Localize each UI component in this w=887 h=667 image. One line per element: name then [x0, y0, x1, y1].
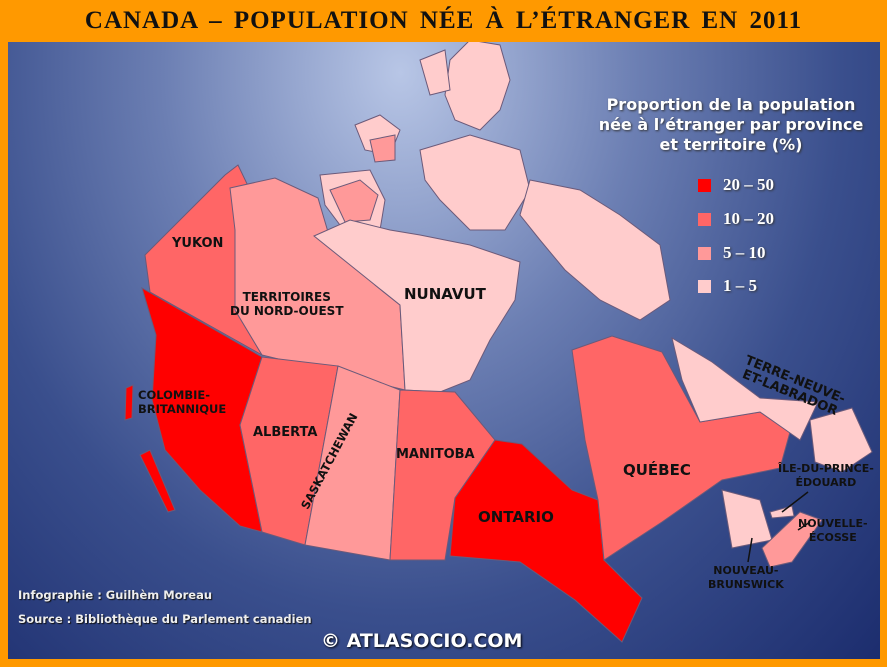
legend-item: 5 – 10 [698, 243, 766, 263]
leader-line [797, 521, 811, 531]
label-line: BRUNSWICK [708, 578, 784, 591]
legend-swatch [698, 279, 711, 293]
leader-line [781, 491, 809, 513]
region-nunavut [313, 219, 521, 393]
legend-title: Proportion de la population née à l’étra… [586, 95, 876, 155]
leader-line [747, 537, 753, 563]
legend-item: 20 – 50 [698, 175, 774, 195]
region-nb [721, 489, 773, 549]
legend-label: 10 – 20 [723, 209, 774, 228]
legend-swatch [698, 246, 711, 260]
region-quebec [571, 335, 791, 561]
label-quebec: QUÉBEC [623, 461, 691, 479]
region-nwt-islands [369, 134, 396, 163]
region-nl-island [809, 407, 873, 473]
legend-title-line: née à l’étranger par province [598, 115, 864, 134]
region-nunavut-islands [419, 134, 531, 231]
legend-swatch [698, 212, 711, 226]
label-manitoba: MANITOBA [396, 447, 475, 462]
label-line: ÉCOSSE [808, 531, 857, 544]
region-nwt-islands [329, 179, 379, 223]
copyright: © ATLASOCIO.COM [321, 630, 523, 652]
label-pei: ÎLE-DU-PRINCE- ÉDOUARD [778, 462, 874, 490]
source-credit: Source : Bibliothèque du Parlement canad… [18, 612, 312, 626]
label-line: ÎLE-DU-PRINCE- [778, 462, 874, 475]
label-line: ÉDOUARD [795, 476, 857, 489]
label-alberta: ALBERTA [253, 425, 318, 440]
label-line: NOUVEAU- [713, 564, 779, 577]
label-bc: COLOMBIE- BRITANNIQUE [138, 388, 226, 416]
label-yukon: YUKON [172, 236, 224, 251]
region-bc-island [124, 384, 134, 421]
region-nunavut-islands [419, 49, 451, 96]
label-nb: NOUVEAU- BRUNSWICK [708, 564, 784, 592]
region-ontario [449, 439, 643, 643]
region-bc-island [139, 449, 176, 513]
author-credit: Infographie : Guilhèm Moreau [18, 588, 213, 602]
map-title: CANADA – POPULATION NÉE À L’ÉTRANGER EN … [84, 7, 803, 34]
label-nwt: TERRITOIRES DU NORD-OUEST [230, 290, 344, 318]
label-ns: NOUVELLE- ÉCOSSE [798, 517, 868, 545]
label-line: TERRITOIRES [242, 290, 331, 304]
legend-label: 20 – 50 [723, 175, 774, 194]
label-line: BRITANNIQUE [138, 402, 227, 416]
region-nl-labrador [671, 336, 819, 441]
label-line: NOUVELLE- [798, 517, 868, 530]
region-ns [761, 511, 823, 568]
legend-swatch [698, 178, 711, 192]
region-nunavut-islands [444, 42, 511, 131]
label-line: COLOMBIE- [138, 388, 211, 402]
legend-label: 1 – 5 [723, 276, 757, 295]
legend-item: 10 – 20 [698, 209, 774, 229]
label-ontario: ONTARIO [478, 508, 554, 526]
legend-title-line: Proportion de la population [606, 95, 856, 114]
canada-map [124, 42, 873, 643]
label-line: DU NORD-OUEST [230, 304, 344, 318]
region-nunavut-islands [519, 179, 671, 321]
label-nunavut: NUNAVUT [404, 285, 486, 303]
map-frame: YUKON TERRITOIRES DU NORD-OUEST NUNAVUT C… [8, 42, 880, 659]
legend-label: 5 – 10 [723, 243, 766, 262]
legend-title-line: et territoire (%) [659, 135, 803, 154]
legend-item: 1 – 5 [698, 276, 757, 296]
